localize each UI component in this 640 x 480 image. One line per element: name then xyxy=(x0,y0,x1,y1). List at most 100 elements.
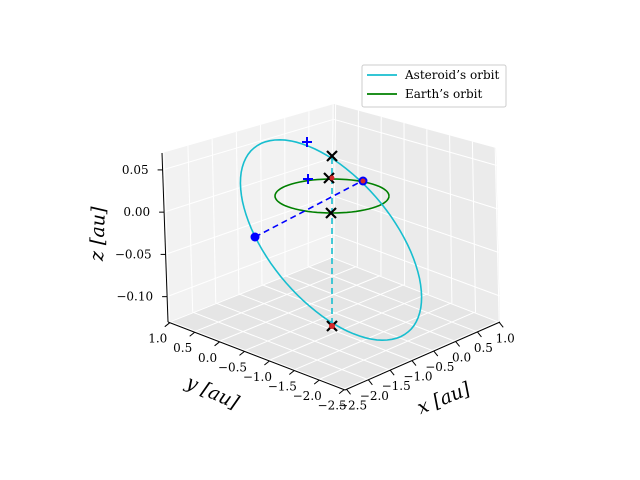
grid-line-right-wall xyxy=(333,104,337,258)
marker-x xyxy=(325,207,337,219)
x-tick-mark xyxy=(389,369,395,376)
z-axis-label: z [au] xyxy=(86,206,110,263)
y-tick-label: 0.0 xyxy=(198,351,217,365)
z-axis-line xyxy=(161,152,169,323)
grid-line-floor-x xyxy=(192,311,369,381)
grid-line-floor-x xyxy=(215,302,391,371)
grid-line-floor-x xyxy=(238,293,413,362)
y-tick-mark xyxy=(313,379,320,385)
grid-line-floor-y xyxy=(168,256,334,323)
y-tick-mark xyxy=(164,322,171,328)
marker-x xyxy=(323,172,335,184)
legend: Asteroid’s orbit Earth’s orbit xyxy=(361,64,507,108)
grid-lines xyxy=(162,104,500,390)
grid-line-floor-x xyxy=(284,275,456,342)
y-tick-mark xyxy=(214,341,220,347)
x-tick-mark xyxy=(346,389,351,395)
x-tick-label: −2.0 xyxy=(360,389,389,403)
x-tick-label: −1.5 xyxy=(382,379,411,393)
x-tick-label: −2.5 xyxy=(338,398,367,412)
grid-line-left-wall xyxy=(187,145,194,313)
legend-box xyxy=(361,64,507,108)
grid-line-floor-y xyxy=(268,293,428,362)
y-tick-mark xyxy=(288,370,295,375)
grid-line-z-right xyxy=(333,118,497,166)
x-tick-mark xyxy=(498,322,504,328)
x-axis-line xyxy=(344,321,501,391)
marker-red-accent xyxy=(329,175,335,181)
grid-line-right-wall xyxy=(403,123,406,286)
y-axis-label: y [au] xyxy=(182,371,243,414)
grid-line-left-wall xyxy=(235,131,240,294)
grid-line-floor-x xyxy=(169,320,347,390)
grid-line-left-wall xyxy=(260,124,263,285)
x-axis-label: x [au] xyxy=(414,378,474,419)
y-tick-label: −2.5 xyxy=(318,399,347,413)
y-tick-label: −1.5 xyxy=(268,380,297,394)
marker-red-accent xyxy=(329,323,335,329)
z-tick-label: 0.05 xyxy=(122,163,149,177)
y-tick-label: −2.0 xyxy=(293,389,322,403)
y-tick-mark xyxy=(264,360,270,366)
x-tick-label: −1.0 xyxy=(403,370,432,384)
x-tick-mark xyxy=(411,360,417,366)
grid-line-right-wall xyxy=(426,129,429,295)
y-axis-ticks: 1.0 0.5 0.0−0.5−1.0−1.5−2.0−2.5 xyxy=(148,322,347,413)
y-tick-label: −0.5 xyxy=(218,360,247,374)
grid-line-z-left xyxy=(163,157,334,213)
legend-label-asteroid: Asteroid’s orbit xyxy=(404,68,499,82)
y-tick-label: −1.0 xyxy=(243,370,272,384)
y-tick-mark xyxy=(338,389,345,395)
grid-line-right-wall xyxy=(356,110,359,267)
x-axis-ticks: −2.5−2.0−1.5−1.0−0.50.00.51.0 xyxy=(338,322,515,412)
grid-line-floor-y xyxy=(318,311,475,381)
x-tick-mark xyxy=(455,341,460,347)
pane-left-wall xyxy=(162,104,334,322)
z-axis-ticks: 0.05 0.00 −0.05 −0.10 xyxy=(115,163,168,304)
chart-markers xyxy=(250,137,368,332)
grid-line-z-left xyxy=(162,118,334,171)
y-tick-mark xyxy=(239,350,245,356)
grid-line-floor-x xyxy=(330,256,500,323)
x-tick-label: 0.5 xyxy=(474,341,493,355)
y-tick-label: 1.0 xyxy=(148,332,167,346)
x-tick-mark xyxy=(367,379,373,386)
grid-line-z-right xyxy=(333,157,498,210)
marker-dot xyxy=(250,232,260,242)
grid-line-right-wall xyxy=(494,147,500,322)
grid-line-floor-y xyxy=(293,302,452,371)
grid-line-floor-y xyxy=(193,266,357,333)
grid-line-left-wall xyxy=(163,152,171,322)
z-tick-label: −0.10 xyxy=(116,290,153,304)
grid-line-right-wall xyxy=(471,141,477,313)
grid-line-right-wall xyxy=(449,135,453,304)
marker-plus xyxy=(302,137,312,147)
x-tick-label: 0.0 xyxy=(452,350,471,364)
guide-line-blue xyxy=(254,180,363,238)
x-tick-mark xyxy=(433,350,439,357)
series-asteroid-orbit xyxy=(239,138,423,342)
z-tick-label: 0.00 xyxy=(123,205,150,219)
pane-right-wall xyxy=(332,104,500,322)
x-tick-label: −0.5 xyxy=(425,360,454,374)
grid-line-floor-y xyxy=(218,275,381,342)
x-tick-label: 1.0 xyxy=(496,331,515,345)
marker-plus xyxy=(303,174,313,184)
axes-lines xyxy=(161,152,501,391)
legend-label-earth: Earth’s orbit xyxy=(405,87,482,101)
grid-line-z-right xyxy=(332,195,499,253)
z-tick-label: −0.05 xyxy=(115,247,152,261)
grid-line-floor-x xyxy=(261,284,434,352)
x-tick-mark xyxy=(477,331,482,338)
marker-x xyxy=(326,150,338,162)
y-tick-mark xyxy=(189,331,195,337)
y-axis-line xyxy=(167,321,346,391)
grid-line-left-wall xyxy=(307,111,310,267)
grid-line-left-wall xyxy=(211,138,217,304)
y-tick-label: 0.5 xyxy=(173,341,192,355)
grid-line-floor-x xyxy=(307,266,478,333)
marker-red-accent xyxy=(360,178,366,184)
grid-line-z-left xyxy=(166,233,333,298)
grid-line-floor-y xyxy=(343,320,499,390)
